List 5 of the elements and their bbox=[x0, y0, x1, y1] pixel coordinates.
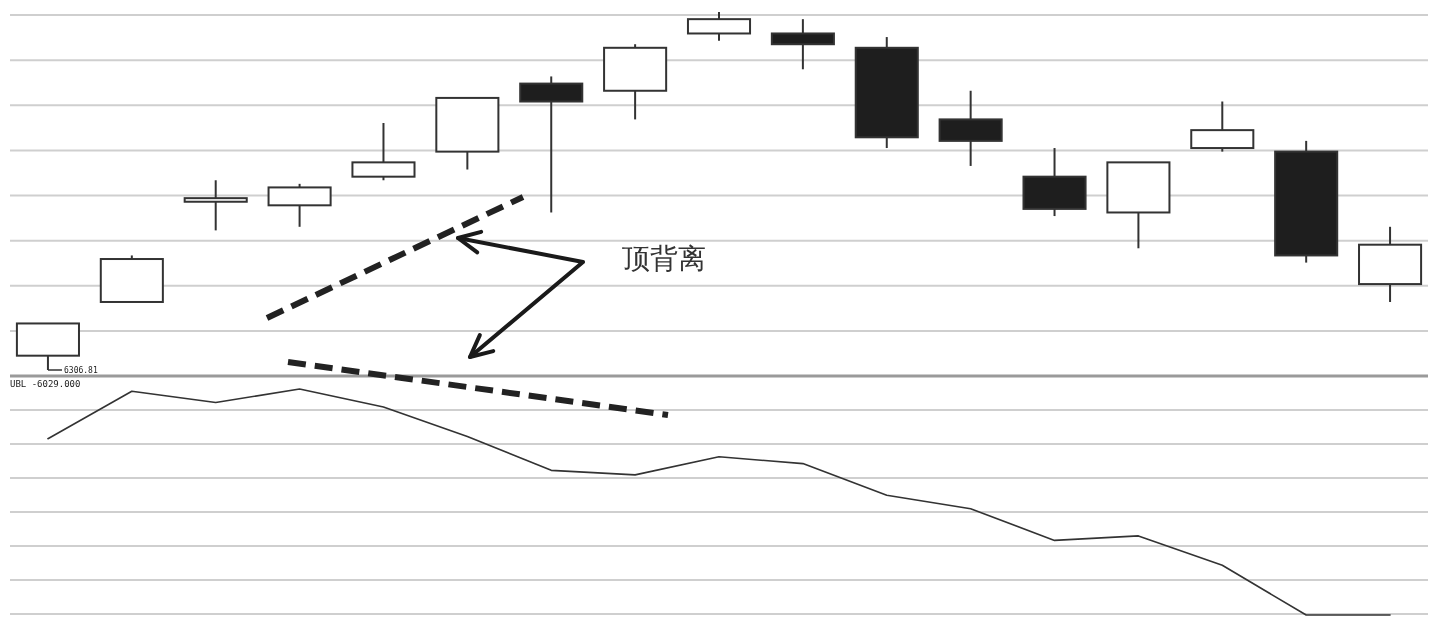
candlestick bbox=[519, 75, 584, 214]
annotation: 6306.81 bbox=[64, 366, 98, 375]
annotation: 顶背离 bbox=[622, 243, 706, 274]
candlestick bbox=[183, 179, 248, 232]
annotation: UBL -6029.000 bbox=[10, 379, 81, 389]
